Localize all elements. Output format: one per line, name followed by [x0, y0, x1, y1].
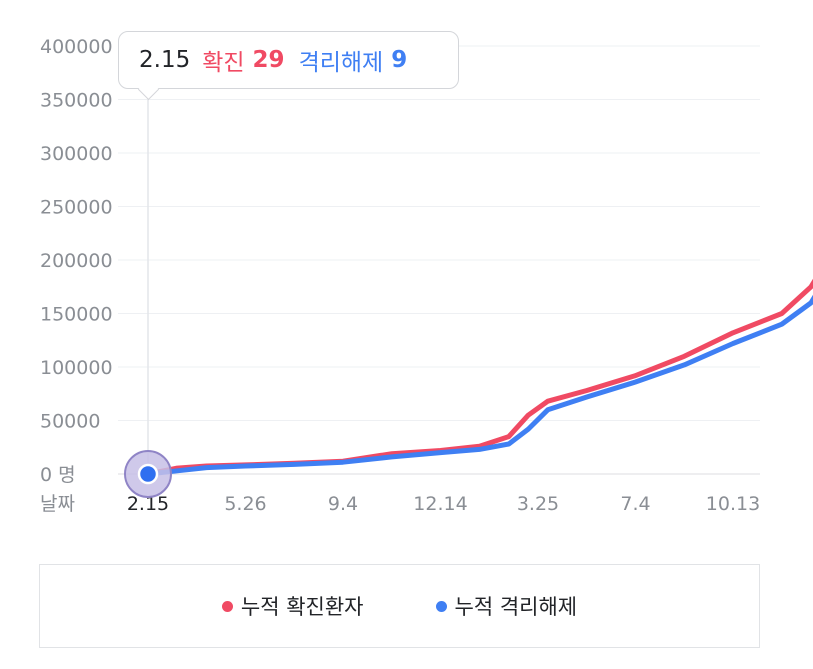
y-tick-label: 150000 [40, 304, 113, 326]
x-tick-label: 12.14 [413, 493, 467, 515]
y-tick-label: 300000 [40, 143, 113, 165]
x-tick-label: 10.13 [706, 493, 760, 515]
x-tick-label: 2.15 [127, 493, 169, 515]
tooltip-released-value: 9 [391, 47, 408, 73]
data-tooltip: 2.15 확진 29 격리해제 9 [118, 31, 459, 89]
hover-point-marker [137, 463, 159, 485]
y-tick-label: 100000 [40, 357, 113, 379]
y-tick-label: 200000 [40, 250, 113, 272]
legend-released-label: 누적 격리해제 [454, 595, 578, 619]
tooltip-date: 2.15 [139, 47, 191, 73]
legend-confirmed-label: 누적 확진환자 [240, 595, 364, 619]
legend-item-released[interactable]: 누적 격리해제 [435, 591, 578, 621]
x-axis-label: 날짜 [40, 493, 75, 515]
y-tick-label: 0 명 [40, 464, 76, 486]
x-tick-label: 3.25 [517, 493, 559, 515]
released-dot-icon [435, 600, 447, 612]
y-tick-label: 400000 [40, 36, 113, 58]
x-tick-label: 9.4 [328, 493, 358, 515]
chart-legend: 누적 확진환자 누적 격리해제 [39, 564, 760, 648]
y-tick-label: 350000 [40, 90, 113, 112]
tooltip-confirmed-label: 확진 [202, 50, 245, 76]
released-series-line [145, 294, 813, 477]
tooltip-released-label: 격리해제 [298, 50, 384, 76]
y-tick-label: 50000 [40, 411, 100, 433]
x-tick-label: 5.26 [224, 493, 266, 515]
legend-item-confirmed[interactable]: 누적 확진환자 [221, 591, 364, 621]
confirmed-dot-icon [221, 600, 233, 612]
y-tick-label: 250000 [40, 197, 113, 219]
tooltip-confirmed-value: 29 [252, 47, 285, 73]
x-tick-label: 7.4 [620, 493, 650, 515]
